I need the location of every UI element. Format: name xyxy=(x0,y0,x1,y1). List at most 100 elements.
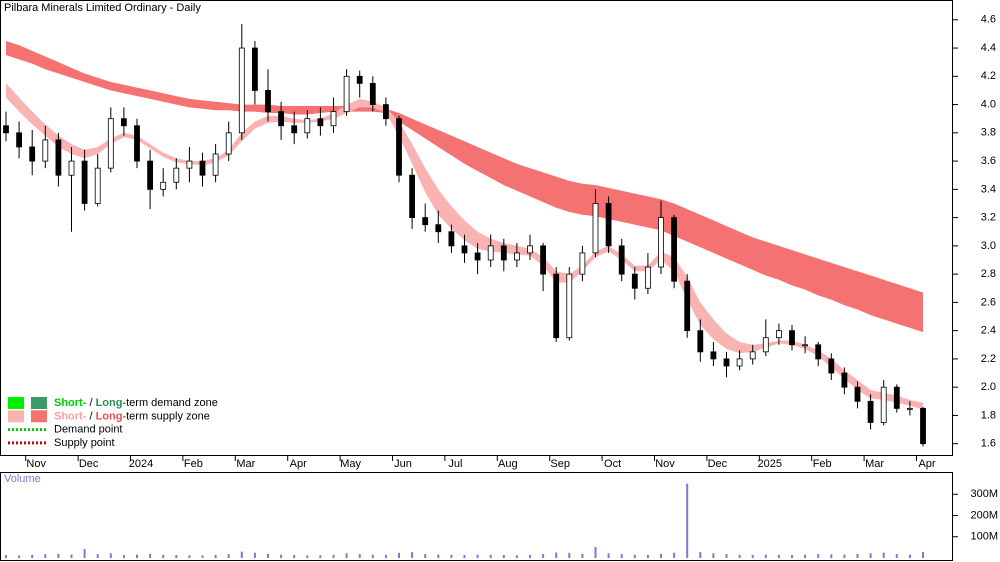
candle-body xyxy=(343,75,350,113)
candle-body xyxy=(186,160,193,169)
volume-bar xyxy=(751,555,754,558)
volume-bar xyxy=(922,552,924,558)
y-tick-label: 4.2 xyxy=(981,70,996,82)
volume-bar xyxy=(856,553,859,558)
x-tick-label: 2025 xyxy=(758,458,782,470)
legend-swatch xyxy=(8,410,24,423)
volume-bar xyxy=(332,554,335,558)
volume-bar xyxy=(253,552,256,558)
volume-bar xyxy=(424,554,427,558)
candle-body xyxy=(212,153,219,176)
volume-bar xyxy=(568,552,571,558)
candle-body xyxy=(618,245,625,275)
legend-label: Short- / Long-term supply zone xyxy=(54,410,210,422)
legend-label: Short- / Long-term demand zone xyxy=(54,397,218,409)
volume-bar xyxy=(122,555,125,558)
legend-text: Short- xyxy=(54,410,87,422)
volume-bar xyxy=(738,554,741,558)
volume-bar xyxy=(44,554,47,558)
legend-swatch xyxy=(8,397,24,409)
candle-body xyxy=(448,231,455,247)
volume-bar xyxy=(345,553,348,558)
legend-text: / xyxy=(86,410,95,422)
candle-body xyxy=(723,358,730,367)
volume-bar xyxy=(804,554,807,558)
candle-body xyxy=(238,47,245,134)
candle-body xyxy=(81,160,88,204)
x-tick-label: Mar xyxy=(865,458,884,470)
candle-body xyxy=(160,181,167,190)
volume-bar xyxy=(463,555,466,558)
volume-bar xyxy=(31,554,34,558)
candle-body xyxy=(396,118,402,176)
candle-body xyxy=(671,217,677,282)
candle-body xyxy=(278,111,285,127)
candle-body xyxy=(356,75,363,84)
volume-bar xyxy=(175,555,178,558)
legend-swatch xyxy=(31,410,47,423)
candle-body xyxy=(265,90,271,113)
y-tick-label: 3.2 xyxy=(981,212,996,224)
volume-bar xyxy=(319,555,322,558)
candle-body xyxy=(645,266,651,289)
candle-body xyxy=(514,252,520,261)
volume-bar xyxy=(882,552,885,558)
volume-bar xyxy=(201,555,204,558)
candle-body xyxy=(42,139,49,162)
x-tick-label: Sep xyxy=(550,458,570,470)
volume-bar xyxy=(293,555,296,558)
candle-body xyxy=(566,273,573,339)
candle-body xyxy=(697,330,704,353)
volume-bar xyxy=(607,553,610,558)
x-tick-label: Jul xyxy=(448,458,462,470)
candle-body xyxy=(658,217,664,268)
candle-body xyxy=(854,386,861,402)
volume-bar xyxy=(542,554,545,558)
x-tick-label: Nov xyxy=(655,458,675,470)
volume-bar xyxy=(712,553,715,558)
candle-body xyxy=(435,224,442,233)
volume-bar xyxy=(149,553,152,558)
y-tick-label: 2.2 xyxy=(981,353,996,365)
volume-bar xyxy=(371,554,374,558)
candle-body xyxy=(94,167,101,204)
candle-body xyxy=(749,351,756,360)
x-tick-label: Dec xyxy=(708,458,728,470)
volume-bar xyxy=(227,554,230,558)
volume-bar xyxy=(384,554,387,558)
volume-bar xyxy=(96,554,99,558)
x-tick-label: Nov xyxy=(26,458,46,470)
volume-bar xyxy=(18,555,21,558)
volume-label: Volume xyxy=(4,473,41,485)
chart-title: Pilbara Minerals Limited Ordinary - Dail… xyxy=(4,2,201,14)
candle-body xyxy=(605,203,612,247)
candle-body xyxy=(592,203,599,254)
volume-bar xyxy=(240,551,243,558)
legend-text: Short- xyxy=(54,397,87,409)
volume-bar xyxy=(437,554,440,558)
volume-bar xyxy=(489,554,492,558)
candle-body xyxy=(828,358,835,374)
volume-bar xyxy=(529,554,531,558)
volume-bar xyxy=(411,552,414,558)
candle-body xyxy=(107,118,114,169)
candle-body xyxy=(527,245,533,254)
candle-body xyxy=(487,245,494,261)
volume-bar xyxy=(725,554,728,558)
volume-bar xyxy=(57,553,60,558)
x-tick-label: Feb xyxy=(184,458,203,470)
candle-body xyxy=(553,273,560,339)
volume-bar xyxy=(699,552,702,558)
candle-body xyxy=(409,174,416,219)
candle-body xyxy=(500,245,507,261)
candle-body xyxy=(251,47,258,91)
candle-body xyxy=(55,139,62,176)
x-tick-label: Aug xyxy=(498,458,518,470)
volume-bar xyxy=(502,555,505,558)
volume-bar xyxy=(908,554,911,558)
volume-bar xyxy=(398,552,400,558)
volume-bar xyxy=(869,553,872,558)
y-tick-label: 2.6 xyxy=(981,296,996,308)
y-tick-label: 2.4 xyxy=(981,325,996,337)
